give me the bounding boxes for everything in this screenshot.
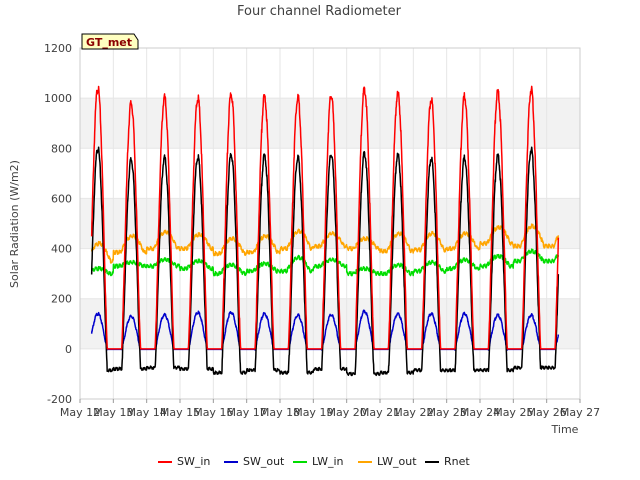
x-tick-label: May 26 bbox=[527, 406, 567, 419]
x-tick-label: May 25 bbox=[493, 406, 533, 419]
x-tick-label: May 22 bbox=[393, 406, 433, 419]
x-tick-label: May 23 bbox=[427, 406, 467, 419]
badge-label: GT_met bbox=[86, 36, 132, 49]
x-tick-label: May 15 bbox=[160, 406, 200, 419]
x-tick-label: May 21 bbox=[360, 406, 400, 419]
y-tick-label: -200 bbox=[47, 393, 72, 406]
y-tick-label: 200 bbox=[51, 293, 72, 306]
y-tick-label: 1200 bbox=[44, 42, 72, 55]
legend: SW_in SW_out LW_in LW_out Rnet bbox=[158, 455, 470, 468]
series-line-sw-in bbox=[90, 85, 560, 350]
x-tick-label: May 16 bbox=[193, 406, 233, 419]
y-axis-label: Solar Radiation (W/m2) bbox=[8, 160, 21, 288]
x-tick-label: May 14 bbox=[127, 406, 167, 419]
y-tick-label: 1000 bbox=[44, 92, 72, 105]
y-tick-label: 400 bbox=[51, 243, 72, 256]
y-tick-label: 600 bbox=[51, 192, 72, 205]
x-tick-label: May 20 bbox=[327, 406, 367, 419]
series-line-rnet bbox=[90, 146, 560, 377]
chart-title: Four channel Radiometer bbox=[237, 4, 402, 19]
x-tick-label: May 17 bbox=[227, 406, 267, 419]
x-axis-label: Time bbox=[551, 423, 579, 436]
x-tick-label: May 24 bbox=[460, 406, 500, 419]
x-tick-label: May 19 bbox=[293, 406, 333, 419]
series-layer bbox=[90, 85, 560, 377]
y-tick-label: 0 bbox=[65, 343, 72, 356]
background-band bbox=[80, 298, 580, 349]
x-tick-label: May 13 bbox=[93, 406, 133, 419]
gt-met-badge: GT_met bbox=[81, 33, 139, 50]
legend-label-sw-out: SW_out bbox=[243, 455, 285, 468]
y-axis-ticks: -200 0 200 400 600 800 1000 1200 bbox=[44, 42, 72, 406]
x-tick-label: May 12 bbox=[60, 406, 100, 419]
legend-label-lw-in: LW_in bbox=[312, 455, 344, 468]
legend-label-rnet: Rnet bbox=[444, 455, 470, 468]
x-tick-label: May 18 bbox=[260, 406, 300, 419]
x-tick-label: May 27 bbox=[560, 406, 600, 419]
background-band bbox=[80, 198, 580, 249]
y-tick-label: 800 bbox=[51, 142, 72, 155]
legend-label-sw-in: SW_in bbox=[177, 455, 210, 468]
badge-box bbox=[81, 33, 139, 50]
legend-label-lw-out: LW_out bbox=[377, 455, 417, 468]
plot-frame bbox=[79, 47, 581, 400]
